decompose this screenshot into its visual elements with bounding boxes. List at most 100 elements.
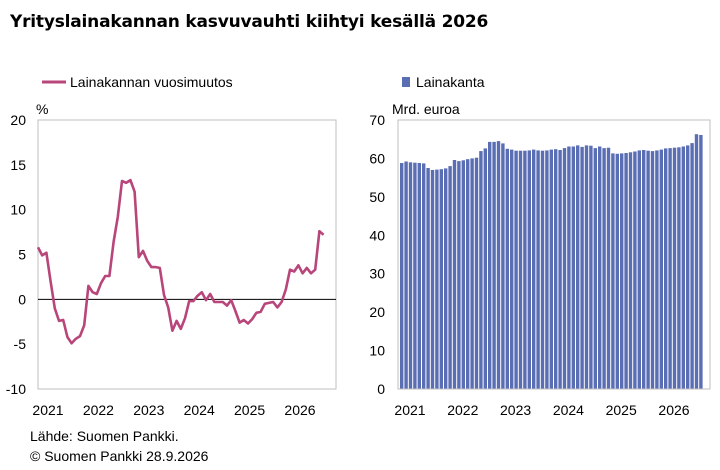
bar	[637, 150, 641, 389]
bar	[690, 143, 694, 389]
bar	[646, 150, 650, 389]
bar-x-ticks: 2021 2022 2023 2024 2025 2026	[394, 402, 689, 418]
bar	[461, 160, 465, 389]
bar	[492, 141, 496, 389]
bar	[479, 151, 483, 389]
bar	[536, 150, 540, 389]
copyright-note: © Suomen Pankki 28.9.2026	[30, 448, 209, 464]
bar	[681, 146, 685, 389]
series-line	[36, 178, 325, 345]
bar	[466, 159, 470, 389]
y-tick-label: 10	[10, 202, 26, 218]
bar	[417, 163, 421, 389]
bar	[439, 169, 443, 389]
bar	[514, 150, 518, 389]
bar	[413, 162, 417, 389]
bar	[628, 152, 633, 389]
bar	[606, 147, 611, 389]
x-tick-label: 2025	[234, 402, 265, 418]
bar	[457, 161, 461, 389]
y-tick-label: -5	[14, 336, 27, 352]
bar	[470, 158, 474, 389]
bar	[562, 148, 567, 389]
bar	[408, 162, 413, 389]
bar	[400, 163, 404, 389]
x-tick-label: 2023	[133, 402, 164, 418]
bars	[400, 134, 703, 389]
bar	[452, 160, 457, 389]
bar	[435, 169, 439, 389]
bar	[589, 145, 593, 389]
x-tick-label: 2021	[394, 402, 425, 418]
y-tick-label: 40	[369, 227, 385, 243]
bar	[672, 147, 677, 389]
bar	[686, 145, 690, 389]
bar	[655, 150, 659, 389]
y-tick-label: 50	[369, 189, 385, 205]
x-tick-label: 2022	[83, 402, 114, 418]
bar-y-ticks: 70 60 50 40 30 20 10 0	[369, 112, 385, 397]
x-tick-label: 2024	[553, 402, 584, 418]
bar	[620, 153, 624, 389]
bar	[584, 145, 589, 389]
bar	[404, 161, 408, 389]
bar	[598, 146, 602, 389]
y-tick-label: 10	[369, 343, 385, 359]
x-tick-label: 2021	[32, 402, 63, 418]
bar	[580, 146, 584, 389]
bar	[444, 168, 448, 389]
page-title: Yrityslainakannan kasvuvauhti kiihtyi ke…	[10, 12, 489, 32]
source-note: Lähde: Suomen Pankki.	[30, 428, 179, 444]
bar	[518, 150, 523, 389]
bar	[532, 149, 536, 389]
bar	[567, 146, 571, 389]
bar	[422, 163, 426, 389]
bar	[664, 148, 668, 389]
bar	[527, 150, 531, 389]
bar	[488, 141, 492, 389]
bar	[510, 149, 514, 389]
bar	[611, 153, 615, 389]
y-tick-label: 20	[10, 112, 26, 128]
bar-chart: Lainakanta Mrd. euroa 70 60 50 40 30 20 10 0 20…	[369, 74, 711, 418]
x-tick-label: 2026	[284, 402, 315, 418]
y-tick-label: 30	[369, 266, 385, 282]
bar	[426, 168, 430, 389]
y-tick-label: -10	[6, 381, 26, 397]
bar	[650, 151, 655, 389]
y-tick-label: 20	[369, 304, 385, 320]
line-unit-label: %	[36, 101, 48, 117]
bar	[448, 166, 452, 389]
bar	[576, 145, 580, 389]
x-tick-label: 2026	[658, 402, 689, 418]
bar	[642, 150, 646, 389]
line-y-ticks: 20 15 10 5 0 -5 -10	[6, 112, 26, 397]
bar	[549, 149, 553, 389]
bar	[615, 153, 619, 389]
bar-unit-label: Mrd. euroa	[392, 101, 460, 117]
line-chart-frame	[37, 119, 337, 390]
y-tick-label: 60	[369, 150, 385, 166]
y-tick-label: 5	[18, 247, 26, 263]
bar	[668, 148, 672, 389]
bar	[633, 151, 637, 389]
x-tick-label: 2024	[184, 402, 215, 418]
bar	[474, 157, 479, 389]
bar	[483, 148, 487, 389]
line-x-ticks: 2021 2022 2023 2024 2025 2026	[32, 402, 315, 418]
bar	[505, 148, 509, 389]
bar	[501, 143, 505, 389]
bar	[496, 141, 501, 389]
y-tick-label: 0	[18, 291, 26, 307]
bar	[699, 135, 703, 389]
bar	[624, 153, 628, 389]
bar	[602, 148, 606, 389]
bar	[558, 150, 562, 389]
y-tick-label: 0	[377, 381, 385, 397]
bar	[659, 149, 663, 389]
line-chart: Lainakannan vuosimuutos % 20151050-5-10 …	[6, 74, 337, 418]
bar	[554, 149, 558, 389]
x-tick-label: 2022	[447, 402, 478, 418]
bar	[571, 146, 575, 389]
y-tick-label: 15	[10, 157, 26, 173]
